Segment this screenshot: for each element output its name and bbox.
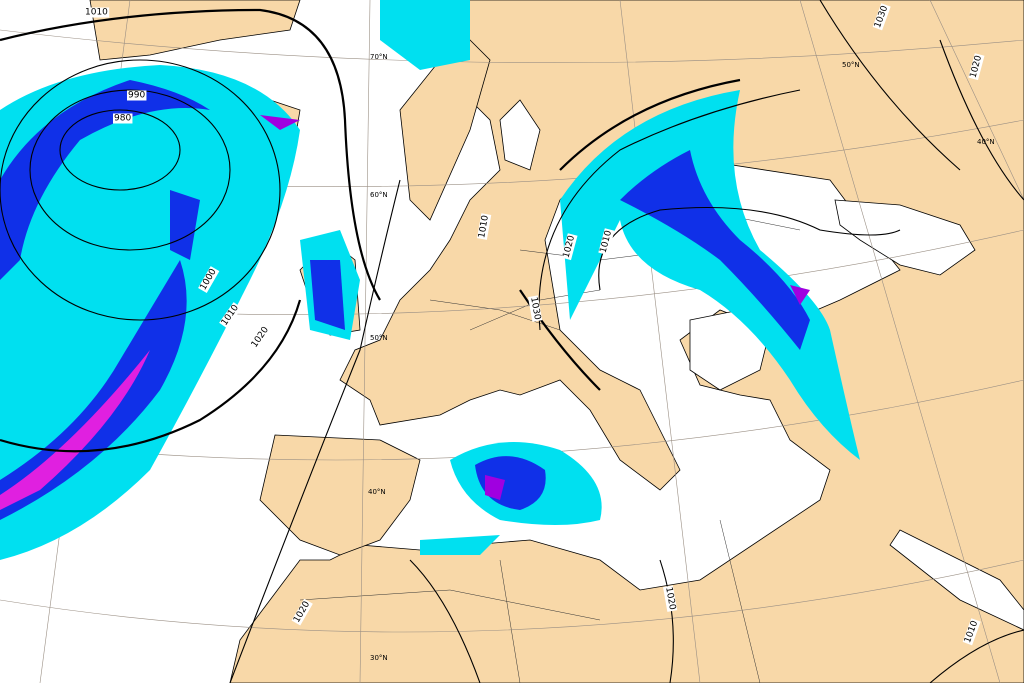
label-background	[113, 113, 133, 124]
latitude-label: 60°N	[370, 191, 388, 199]
label-background	[249, 324, 272, 351]
isobar-label: 1030	[528, 296, 542, 321]
label-background	[872, 3, 891, 31]
label-background	[962, 618, 981, 646]
latitude-label: 70°N	[370, 53, 388, 61]
label-background	[219, 302, 242, 329]
isobar-label: 1010	[85, 8, 108, 18]
label-background	[291, 598, 313, 626]
precipitation	[0, 0, 860, 560]
label-background	[528, 295, 543, 322]
label-background	[968, 53, 985, 81]
label-background	[127, 90, 147, 101]
label-background	[598, 228, 615, 256]
label-background	[198, 266, 220, 293]
latitude-labels: 70°N 60°N 50°N 40°N 30°N 50°N 40°N	[368, 53, 995, 662]
label-background	[561, 233, 578, 261]
label-background	[477, 213, 492, 240]
latitude-label: 50°N	[842, 61, 860, 69]
latitude-label: 40°N	[977, 138, 995, 146]
latitude-label: 40°N	[368, 488, 386, 496]
latitude-label: 50°N	[370, 334, 388, 342]
isobar-label: 980	[114, 114, 131, 124]
isobar-label: 990	[128, 91, 145, 101]
isobar-label: 1020	[663, 586, 677, 611]
label-background	[663, 585, 678, 612]
latitude-label: 30°N	[370, 654, 388, 662]
label-background	[84, 7, 110, 18]
isobar-label: 1010	[477, 214, 491, 239]
